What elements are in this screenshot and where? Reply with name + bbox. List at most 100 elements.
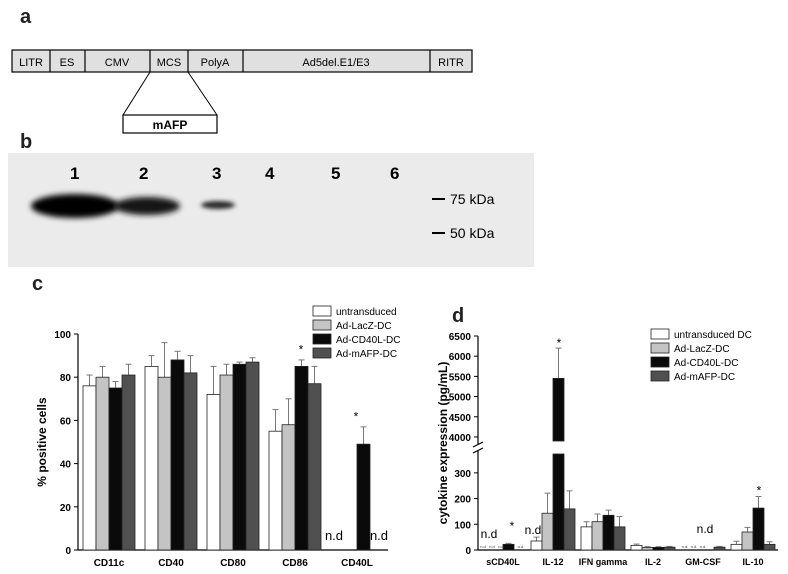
- segment-ritr: RITR: [438, 57, 464, 69]
- construct-dividers: [49, 50, 431, 72]
- segment-cmv: CMV: [105, 57, 130, 69]
- c-x-tick-label-cd80: CD80: [220, 558, 246, 569]
- d-bar-il-2-untransduced-dc: [630, 544, 643, 551]
- lane-label-4: 4: [265, 164, 275, 183]
- c-bar-cd80-ad-mafp-dc: [245, 361, 260, 551]
- d-x-tick-label-il-2: IL-2: [645, 557, 661, 567]
- d-axis-break-mark-lower: [472, 447, 484, 454]
- d-y-tick-label: 5500: [449, 372, 472, 383]
- segment-litr: LITR: [19, 57, 43, 69]
- construct-diagram: LITR ES CMV MCS PolyA Ad5del.E1/E3 RITR …: [11, 49, 473, 134]
- c-x-tick-label-cd11c: CD11c: [94, 558, 125, 569]
- d-y-tick-label: 300: [454, 469, 471, 480]
- c-bar-cd40l-ad-cd40l-dc: [356, 443, 371, 551]
- d-bar-il-12-untransduced-dc: [530, 540, 543, 551]
- c-legend-label-ad-mafp-dc: Ad-mAFP-DC: [336, 349, 397, 360]
- d-y-tick-label: 5000: [449, 393, 472, 404]
- d-x-tick-label-il-12: IL-12: [542, 557, 563, 567]
- d-bar-ifn-gamma-ad-mafp-dc: [613, 526, 626, 551]
- d-legend-label-untransduced-dc: untransduced DC: [674, 330, 752, 341]
- d-x-tick-label-il-10: IL-10: [742, 557, 763, 567]
- d-y-tick-label: 6500: [449, 332, 472, 343]
- c-bar-cd86-ad-mafp-dc: [307, 383, 322, 551]
- d-legend-label-ad-mafp-dc: Ad-mAFP-DC: [674, 372, 735, 383]
- panel-a-letter: a: [20, 6, 32, 28]
- segment-es: ES: [60, 57, 75, 69]
- c-y-tick-label: 20: [60, 503, 72, 514]
- d-annotation-il12-nd: n.d: [525, 523, 542, 537]
- c-y-tick-label: 0: [65, 546, 71, 557]
- insert-label: mAFP: [153, 118, 188, 132]
- d-small-nd-label: n.d: [489, 544, 495, 549]
- c-legend-label-untransduced: untransduced: [336, 307, 397, 318]
- insert-connector-right: [187, 71, 218, 116]
- c-annotation-cd40l-star: *: [354, 409, 359, 423]
- d-annotation-il12-star: *: [557, 336, 562, 350]
- d-bar-il-10-ad-mafp-dc: [763, 543, 776, 551]
- d-x-tick-label-scd40l: sCD40L: [486, 557, 520, 567]
- d-y-axis-label: cytokine expression (pg/mL): [436, 362, 450, 525]
- d-legend-label-ad-lacz-dc: Ad-LacZ-DC: [674, 344, 730, 355]
- c-x-tick-label-cd40l: CD40L: [341, 558, 373, 569]
- panel-c-letter: c: [32, 273, 44, 295]
- c-legend-swatch-ad-lacz-dc: [312, 319, 332, 331]
- marker-50-label: 50 kDa: [450, 225, 495, 241]
- d-y-tick-label: 0: [465, 546, 471, 557]
- d-bar-il-12-ad-cd40l-dc: [552, 453, 565, 551]
- band-lane-3: [201, 201, 235, 209]
- d-small-nd-label: n.d.: [682, 544, 689, 549]
- d-annotation-gmcsf-nd: n.d: [697, 522, 714, 536]
- d-y-tick-label: 4500: [449, 413, 472, 424]
- d-bar-il-2-ad-cd40l-dc: [652, 547, 665, 551]
- c-annotation-nd-right: n.d: [370, 528, 388, 543]
- c-legend-swatch-untransduced: [312, 305, 332, 317]
- d-small-nd-label: n.d.: [700, 544, 707, 549]
- d-bar-gm-csf-ad-mafp-dc: [713, 546, 726, 551]
- d-bar-upper-il-12-ad-cd40l-dc: [552, 378, 565, 442]
- d-bar-scd40l-ad-cd40l-dc: [502, 543, 515, 551]
- d-bar-il-2-ad-lacz-dc: [641, 547, 654, 551]
- c-x-tick-label-cd40: CD40: [158, 558, 184, 569]
- d-legend-swatch-untransduced-dc: [650, 328, 670, 340]
- c-bar-cd11c-ad-mafp-dc: [121, 374, 136, 551]
- d-bar-il-2-ad-mafp-dc: [663, 546, 676, 551]
- d-annotation-scd40l-nd: n.d: [481, 527, 498, 541]
- lane-label-5: 5: [331, 164, 340, 183]
- d-bar-ifn-gamma-ad-cd40l-dc: [602, 514, 615, 551]
- d-bar-il-12-ad-lacz-dc: [541, 512, 554, 551]
- c-bar-cd40-ad-mafp-dc: [183, 372, 198, 551]
- lane-label-2: 2: [139, 164, 148, 183]
- lane-label-3: 3: [212, 164, 221, 183]
- band-lane-2: [114, 197, 180, 215]
- d-x-tick-label-ifn-gamma: IFN gamma: [579, 557, 629, 567]
- d-bar-ifn-gamma-untransduced-dc: [580, 526, 593, 551]
- c-y-tick-label: 40: [60, 460, 72, 471]
- panel-b-letter: b: [20, 131, 33, 153]
- d-bar-il-12-ad-mafp-dc: [563, 508, 576, 551]
- segment-ad5del: Ad5del.E1/E3: [302, 57, 369, 69]
- c-y-axis-label: % positive cells: [35, 397, 49, 487]
- d-bar-il-10-ad-lacz-dc: [741, 531, 754, 551]
- c-annotation-cd86-star: *: [299, 342, 304, 356]
- d-y-tick-label: 4000: [449, 433, 472, 444]
- lane-label-1: 1: [70, 164, 79, 183]
- d-legend-swatch-ad-mafp-dc: [650, 370, 670, 382]
- c-legend-swatch-ad-cd40l-dc: [312, 333, 332, 345]
- d-legend-label-ad-cd40l-dc: Ad-CD40L-DC: [674, 358, 738, 369]
- d-y-tick-label: 100: [454, 520, 471, 531]
- segment-mcs: MCS: [157, 57, 181, 69]
- d-annotation-il10-star: *: [757, 484, 762, 498]
- d-small-nd-label: n.d: [480, 544, 486, 549]
- d-bar-il-10-untransduced-dc: [730, 543, 743, 551]
- band-lane-1: [31, 194, 119, 218]
- c-legend-swatch-ad-mafp-dc: [312, 347, 332, 359]
- d-legend-swatch-ad-lacz-dc: [650, 342, 670, 354]
- segment-polya: PolyA: [201, 57, 230, 69]
- marker-75-label: 75 kDa: [450, 191, 495, 207]
- c-y-tick-label: 60: [60, 416, 72, 427]
- d-x-tick-label-gm-csf: GM-CSF: [685, 557, 721, 567]
- d-bar-il-10-ad-cd40l-dc: [752, 507, 765, 551]
- c-x-tick-label-cd86: CD86: [282, 558, 308, 569]
- d-small-nd-label: n.d: [498, 544, 504, 549]
- c-legend-label-ad-cd40l-dc: Ad-CD40L-DC: [336, 335, 400, 346]
